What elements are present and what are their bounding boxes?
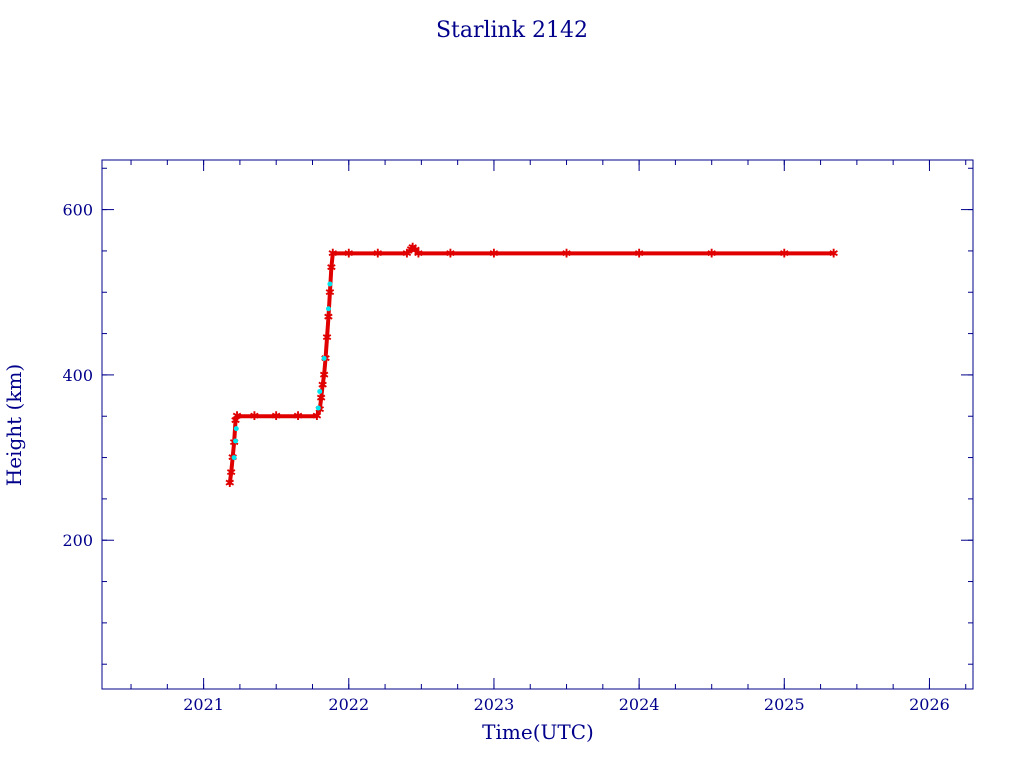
data-point-star: ✱ [779, 246, 789, 260]
data-point-star: ✱ [293, 409, 303, 423]
data-point-star: ✱ [318, 378, 328, 392]
data-point-star: ✱ [413, 246, 423, 260]
data-point-star: ✱ [344, 246, 354, 260]
data-point-star: ✱ [325, 285, 335, 299]
data-point-star: ✱ [373, 246, 383, 260]
data-point-star: ✱ [316, 391, 326, 405]
y-axis-label: Height (km) [2, 364, 26, 486]
x-axis-label: Time(UTC) [482, 720, 594, 744]
data-point-star: ✱ [322, 331, 332, 345]
data-point-dot [233, 426, 239, 432]
y-tick-label: 600 [62, 201, 93, 220]
x-tick-label: 2024 [619, 695, 660, 714]
data-point-dot [327, 281, 333, 287]
data-point-star: ✱ [402, 246, 412, 260]
data-point-star: ✱ [411, 243, 421, 257]
data-point-star: ✱ [232, 409, 242, 423]
data-point-star: ✱ [271, 409, 281, 423]
data-point-star: ✱ [312, 409, 322, 423]
data-point-star: ✱ [408, 241, 418, 255]
points-layer: ✱✱✱✱✱✱✱✱✱✱✱✱✱✱✱✱✱✱✱✱✱✱✱✱✱✱✱✱✱✱✱✱✱✱ [225, 241, 839, 491]
series-trace [227, 245, 836, 486]
data-point-star: ✱ [249, 409, 259, 423]
ticks-layer: 2021 2022 2023 2024 2025 2026 200 400 600 [62, 160, 973, 714]
x-tick-label: 2023 [474, 695, 515, 714]
data-point-star: ✱ [829, 246, 839, 260]
data-point-star: ✱ [328, 246, 338, 260]
plot-frame [101, 159, 974, 690]
data-point-dot [325, 306, 331, 312]
x-tick-label: 2025 [764, 695, 805, 714]
x-tick-label: 2026 [909, 695, 950, 714]
data-point-star: ✱ [445, 246, 455, 260]
chart-title: Starlink 2142 [436, 18, 588, 43]
data-point-dot [233, 438, 239, 444]
data-point-star: ✱ [707, 246, 717, 260]
data-point-star: ✱ [406, 242, 416, 256]
data-point-dot [321, 355, 327, 361]
data-point-dot [315, 405, 321, 411]
data-point-star: ✱ [326, 260, 336, 274]
data-point-star: ✱ [489, 246, 499, 260]
data-point-star: ✱ [226, 465, 236, 479]
data-point-star: ✱ [231, 413, 241, 427]
data-point-star: ✱ [634, 246, 644, 260]
x-tick-label: 2021 [183, 695, 224, 714]
data-point-dot [317, 388, 323, 394]
data-point-star: ✱ [319, 368, 329, 382]
x-tick-label: 2022 [328, 695, 369, 714]
data-point-star: ✱ [562, 246, 572, 260]
data-point-dot [231, 455, 237, 461]
y-tick-label: 200 [62, 531, 93, 550]
data-point-star: ✱ [225, 476, 235, 490]
y-tick-label: 400 [62, 366, 93, 385]
data-point-star: ✱ [323, 310, 333, 324]
